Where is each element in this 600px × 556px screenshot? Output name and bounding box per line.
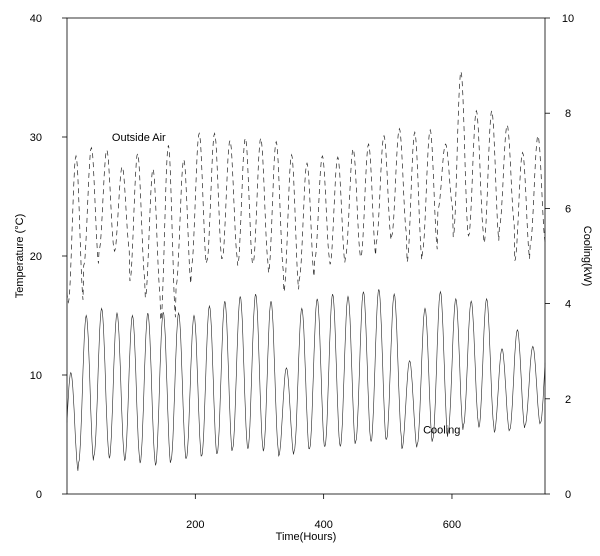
x-axis-title: Time(Hours) [276,531,337,543]
y-left-tick-label: 40 [30,13,42,25]
x-tick-label: 600 [443,519,461,531]
series-layer [66,71,546,471]
y-right-tick-label: 2 [565,394,571,406]
y-axis-title-left: Temperature (°C) [14,214,26,298]
x-tick-label: 200 [186,519,204,531]
y-right-tick-label: 6 [565,203,571,215]
y-left-tick-label: 10 [30,370,42,382]
y-right-tick-label: 8 [565,108,571,120]
y-axis-title-right: Cooling(kW) [581,226,593,287]
y-left-tick-label: 0 [36,489,42,501]
series-line-cooling [66,289,546,471]
x-tick-label: 400 [314,519,332,531]
annotations: Outside Air Cooling [112,132,460,437]
y-right-tick-label: 4 [565,299,571,311]
annotation-outside-air: Outside Air [112,132,166,144]
y-left-tick-label: 20 [30,251,42,263]
y-right-tick-label: 0 [565,489,571,501]
y-right-tick-label: 10 [562,13,574,25]
y-left-tick-label: 30 [30,132,42,144]
series-line-outside-air [66,71,546,321]
annotation-cooling: Cooling [423,425,460,437]
plot-frame [66,17,546,495]
